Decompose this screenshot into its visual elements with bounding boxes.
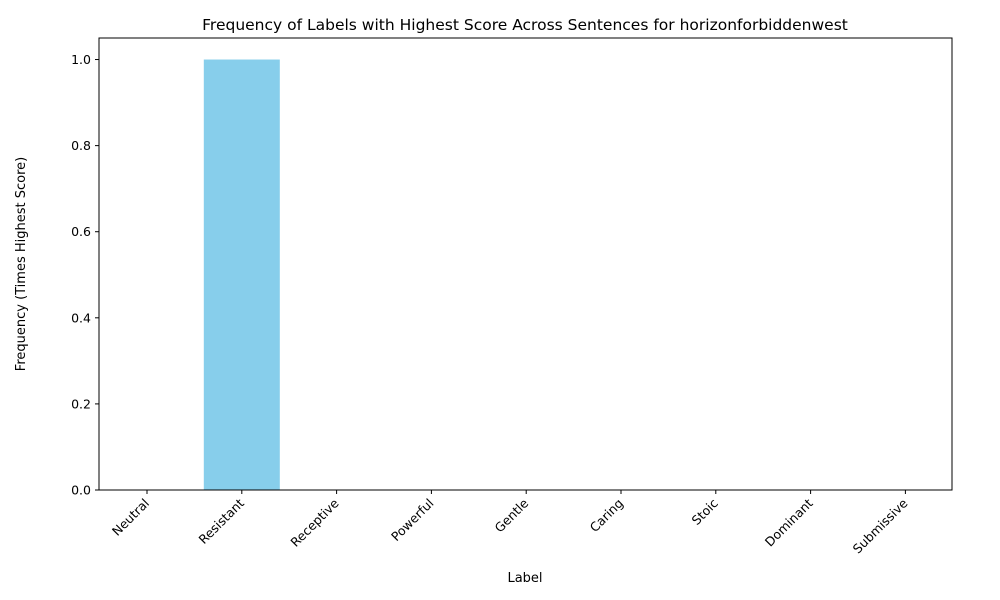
x-tick-label: Neutral	[109, 496, 152, 539]
y-tick-label: 0.2	[71, 396, 91, 411]
x-tick-label: Gentle	[491, 495, 531, 535]
y-tick-label: 0.8	[71, 138, 91, 153]
bar-resistant	[203, 59, 280, 491]
y-axis: 0.0 0.2 0.4 0.6 0.8 1.0	[71, 52, 99, 498]
x-tick-label: Powerful	[388, 496, 437, 545]
plot-frame	[98, 37, 953, 491]
x-tick-label: Submissive	[850, 495, 911, 556]
y-tick-label: 0.4	[71, 310, 91, 325]
bars-layer	[203, 59, 280, 491]
x-tick-label: Resistant	[196, 495, 247, 546]
x-tick-label: Caring	[587, 496, 626, 535]
y-tick-label: 1.0	[71, 52, 91, 67]
x-tick-label: Stoic	[689, 495, 721, 527]
chart-title: Frequency of Labels with Highest Score A…	[202, 16, 848, 34]
x-axis-label: Label	[507, 571, 542, 586]
y-tick-label: 0.0	[71, 483, 91, 498]
y-tick-label: 0.6	[71, 224, 91, 239]
x-tick-label: Dominant	[762, 495, 816, 549]
x-axis: Neutral Resistant Receptive Powerful Gentle C…	[109, 490, 911, 556]
x-tick-label: Receptive	[287, 495, 342, 550]
y-axis-label: Frequency (Times Highest Score)	[14, 157, 29, 371]
